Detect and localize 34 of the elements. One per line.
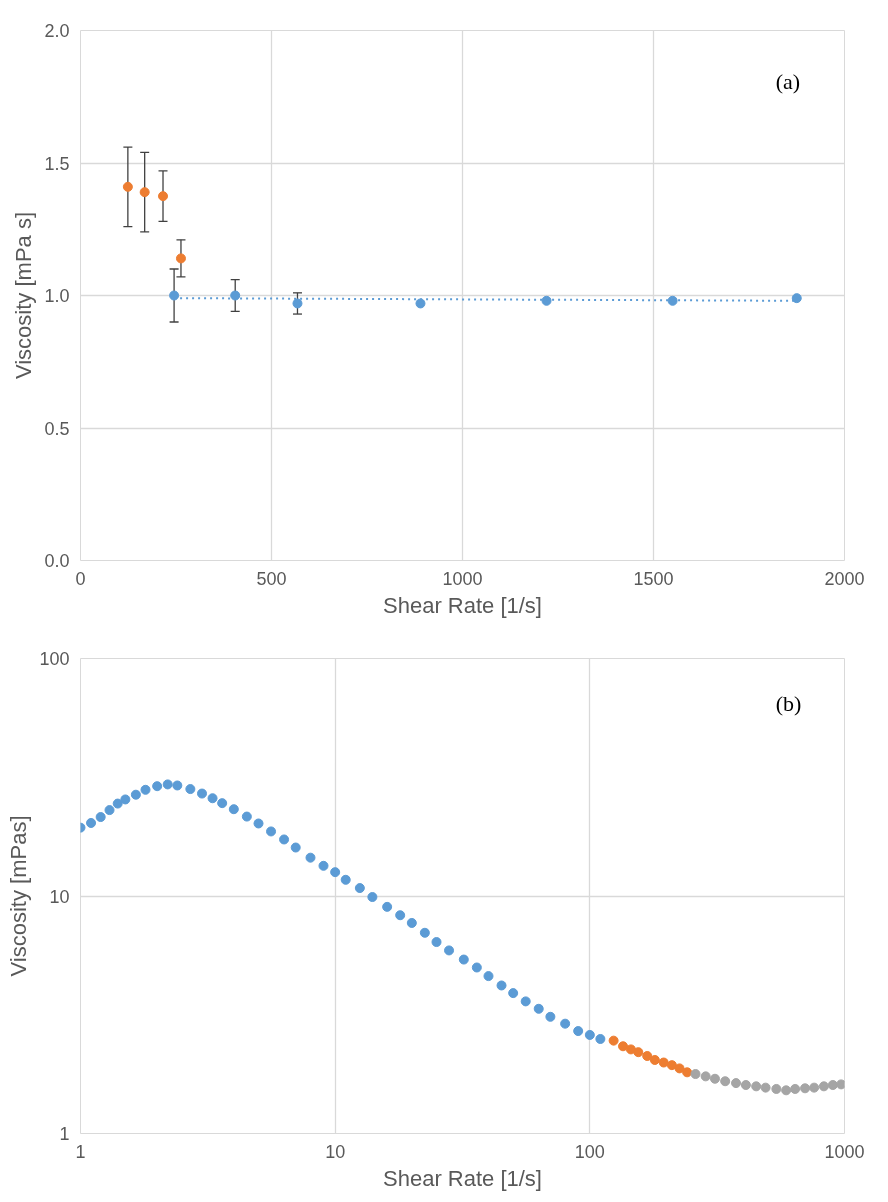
y-tick-label: 100 xyxy=(39,649,70,669)
y-axis-title: Viscosity [mPa s] xyxy=(11,211,37,380)
point xyxy=(541,295,552,306)
point xyxy=(292,298,303,309)
annotation: (a) xyxy=(775,69,801,95)
x-tick-label: 1500 xyxy=(633,568,674,589)
x-tick-label: 10 xyxy=(325,1141,346,1162)
y-tick-label: 0.0 xyxy=(44,551,70,571)
point xyxy=(122,181,133,192)
y-tick-label: 2.0 xyxy=(44,21,70,41)
y-tick-label: 1 xyxy=(59,1124,70,1144)
point xyxy=(230,290,241,301)
x-axis-title: Shear Rate [1/s] xyxy=(383,592,542,618)
y-tick-label: 1.5 xyxy=(44,153,70,174)
y-tick-label: 0.5 xyxy=(44,418,70,439)
x-tick-label: 1000 xyxy=(824,1141,865,1162)
point xyxy=(158,191,169,202)
x-tick-label: 100 xyxy=(574,1141,605,1162)
x-tick-label: 2000 xyxy=(824,568,865,589)
y-tick-label: 1.0 xyxy=(44,286,70,306)
x-tick-label: 1000 xyxy=(442,568,483,589)
y-axis-title: Viscosity [mPas] xyxy=(6,815,32,977)
annotation: (b) xyxy=(775,690,802,716)
point xyxy=(415,298,426,309)
x-tick-label: 500 xyxy=(256,568,287,589)
point xyxy=(139,187,150,198)
point xyxy=(175,253,186,264)
y-tick-label: 10 xyxy=(49,886,70,907)
x-tick-label: 1 xyxy=(75,1141,86,1162)
x-axis-title: Shear Rate [1/s] xyxy=(383,1165,542,1191)
point xyxy=(667,295,678,306)
x-tick-label: 0 xyxy=(75,568,86,589)
point xyxy=(169,290,180,301)
point xyxy=(791,293,802,304)
